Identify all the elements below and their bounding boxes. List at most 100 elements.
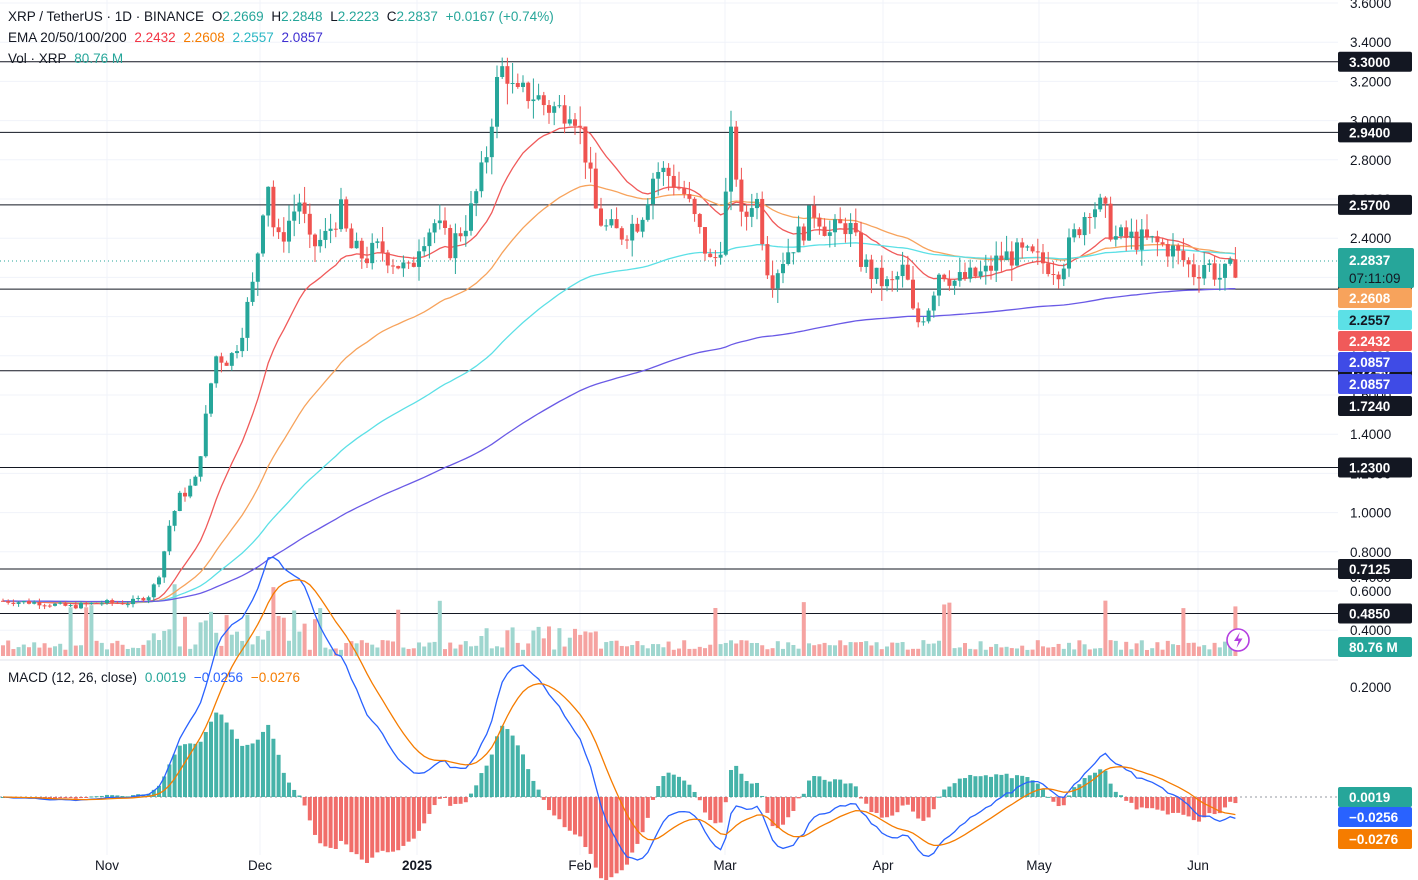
candle-body xyxy=(1191,264,1196,278)
candle-body xyxy=(562,105,567,124)
candle-body xyxy=(302,202,307,214)
candle-body xyxy=(765,244,770,276)
ema-label[interactable]: EMA 20/50/100/200 xyxy=(8,30,127,45)
volume-bar xyxy=(183,616,187,656)
volume-bar xyxy=(307,649,312,656)
candle-body xyxy=(625,239,629,241)
volume-bar xyxy=(807,643,811,656)
volume-bar xyxy=(640,645,645,656)
lightning-icon[interactable] xyxy=(1226,628,1250,652)
macd-hist-bar xyxy=(1186,797,1191,817)
candle-body xyxy=(973,267,978,277)
volume-bar xyxy=(703,648,707,656)
macd-hist-bar xyxy=(973,776,978,797)
macd-hist-bar xyxy=(1098,769,1103,797)
candle-body xyxy=(406,262,411,264)
macd-line xyxy=(2,556,1236,861)
macd-hist-bar xyxy=(380,797,385,851)
volume-bar xyxy=(869,645,874,656)
macd-hist-bar xyxy=(162,776,167,797)
macd-hist-bar xyxy=(1082,777,1087,797)
macd-hist-bar xyxy=(349,797,354,853)
macd-hist-bar xyxy=(370,797,375,858)
macd-hist-bar xyxy=(437,797,442,799)
volume-bar xyxy=(42,643,47,656)
candle-body xyxy=(947,279,952,286)
grid xyxy=(0,0,1338,855)
candle-body xyxy=(1108,203,1113,240)
macd-hist-bar xyxy=(817,776,822,797)
volume-bar xyxy=(89,605,94,656)
candle-body xyxy=(1087,216,1092,218)
macd-hist-bar xyxy=(552,797,557,816)
candle-body xyxy=(219,356,224,363)
volume-bar xyxy=(562,646,567,656)
volume-bar xyxy=(47,647,52,656)
ema-tag: 2.2432 xyxy=(1349,334,1390,349)
candle-body xyxy=(926,310,931,322)
macd-label[interactable]: MACD (12, 26, close) xyxy=(8,670,138,685)
volume-bar xyxy=(1015,648,1019,656)
candle-body xyxy=(79,603,83,609)
macd-hist-bar xyxy=(209,721,213,797)
candle-body xyxy=(89,603,94,605)
volume-bar xyxy=(583,631,588,656)
macd-hist-bar xyxy=(339,797,343,841)
candle-body xyxy=(474,191,479,204)
volume-bar xyxy=(1129,649,1134,656)
signal-line xyxy=(2,579,1236,847)
macd-hist-bar xyxy=(484,765,489,797)
symbol-title[interactable]: XRP / TetherUS · 1D · BINANCE xyxy=(8,9,205,24)
volume-bar xyxy=(131,647,135,656)
candle-body xyxy=(68,605,73,607)
candle-body xyxy=(822,226,827,236)
candle-body xyxy=(203,413,208,457)
level-tag: 2.5700 xyxy=(1349,198,1390,213)
volume-bar xyxy=(1093,648,1097,656)
candle-body xyxy=(531,99,536,102)
volume-bar xyxy=(37,647,42,656)
macd-hist-bar xyxy=(469,793,473,797)
volume-bar xyxy=(1176,645,1181,656)
volume-bar xyxy=(453,648,458,656)
macd-hist-bar xyxy=(729,769,733,797)
symbol-legend: XRP / TetherUS · 1D · BINANCE O2.2669 H2… xyxy=(8,9,554,24)
macd-hist-bar xyxy=(391,797,395,852)
macd-hist-bar xyxy=(1087,775,1092,797)
macd-hist-bar xyxy=(110,795,115,797)
candle-body xyxy=(63,602,68,606)
price-tick-label: 3.4000 xyxy=(1350,35,1391,50)
candle-body xyxy=(245,301,250,338)
volume-label[interactable]: Vol · XRP xyxy=(8,51,67,66)
candle-body xyxy=(734,126,739,180)
candle-body xyxy=(723,191,728,255)
price-tick-label: 0.4000 xyxy=(1350,623,1391,638)
candle-body xyxy=(1155,236,1160,243)
candle-body xyxy=(1124,227,1129,238)
macd-hist-bar xyxy=(463,797,468,803)
macd-hist-bar xyxy=(791,797,796,811)
macd-hist-bar xyxy=(573,797,577,835)
macd-hist-bar xyxy=(614,797,619,874)
volume-bar xyxy=(63,649,68,656)
macd-hist-bar xyxy=(505,729,510,797)
candle-body xyxy=(583,126,588,163)
time-axis[interactable]: Nov Dec 2025 Feb Mar Apr May Jun xyxy=(95,858,1209,873)
volume-bar xyxy=(151,633,156,656)
volume-bar xyxy=(240,640,245,656)
candle-body xyxy=(307,213,312,235)
macd-hist-bar xyxy=(531,780,536,797)
candle-body xyxy=(812,205,817,218)
volume-bar xyxy=(833,645,837,656)
macd-hist-bar xyxy=(1103,770,1108,797)
volume-bar xyxy=(391,641,395,656)
candle-body xyxy=(141,598,146,601)
candle-body xyxy=(375,241,380,243)
volume-bar xyxy=(1,645,5,656)
candle-body xyxy=(1113,236,1118,240)
macd-hist-bar xyxy=(859,797,863,799)
volume-bar xyxy=(812,645,817,656)
macd-hist-bar xyxy=(281,772,286,797)
volume-bar xyxy=(1212,642,1217,656)
